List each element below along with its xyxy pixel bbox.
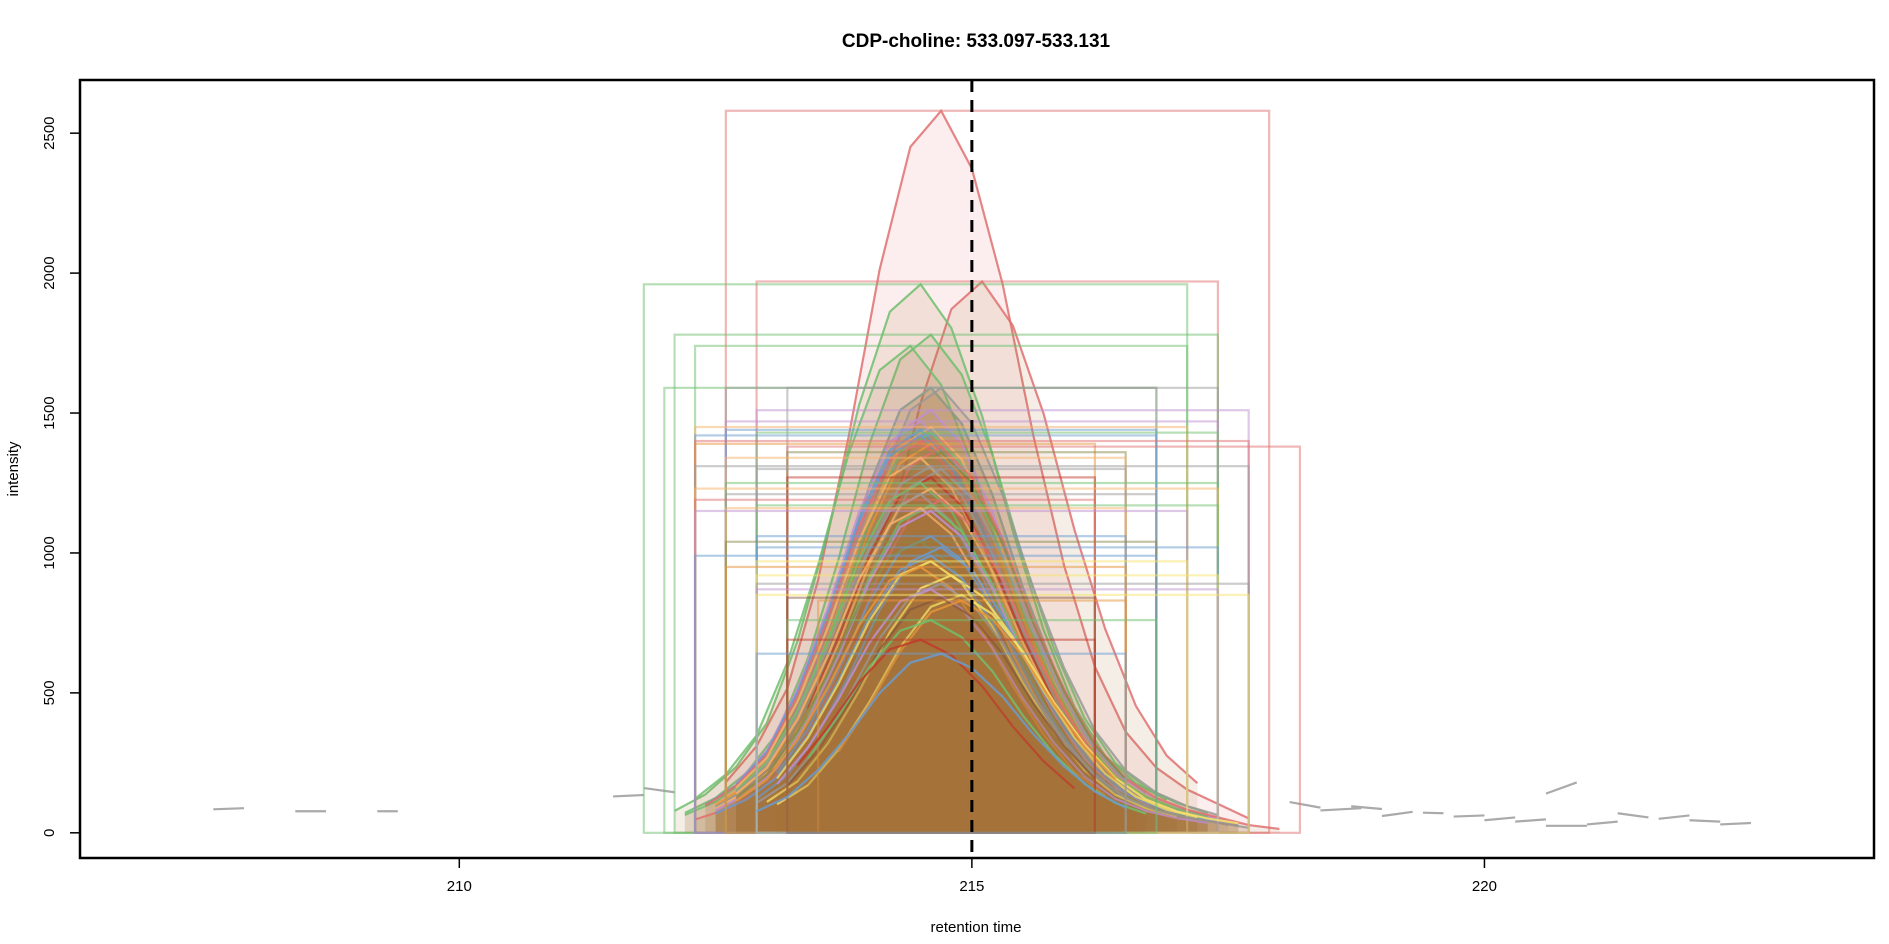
x-tick-label-1: 215 xyxy=(959,878,984,895)
peak-line-40 xyxy=(837,599,1117,781)
peak-line-15 xyxy=(715,442,1086,807)
noise-segment-6 xyxy=(1320,807,1362,812)
peak-fill-5 xyxy=(684,387,1147,833)
noise-segment-17 xyxy=(1658,814,1690,820)
y-tick-label-5: 2500 xyxy=(41,116,58,149)
peak-fill-34 xyxy=(736,566,1106,833)
noise-segment-10 xyxy=(1453,814,1485,818)
peak-fill-43 xyxy=(756,653,1126,833)
peak-fill-33 xyxy=(777,561,1177,833)
y-tick-label-3: 1500 xyxy=(41,396,58,429)
noise-segment-5 xyxy=(1289,800,1321,809)
noise-segment-9 xyxy=(1422,811,1444,815)
noise-segment-4 xyxy=(643,786,675,794)
y-tick-label-1: 500 xyxy=(41,680,58,705)
peak-fill-29 xyxy=(777,536,1116,833)
noise-segment-19 xyxy=(1720,821,1752,826)
noise-segment-8 xyxy=(1381,810,1413,818)
y-axis-label: intensity xyxy=(5,441,22,497)
peak-line-39 xyxy=(786,596,1096,787)
peak-fill-13 xyxy=(705,435,1136,833)
peak-fill-18 xyxy=(736,457,1106,833)
peak-fill-36 xyxy=(756,583,1249,833)
noise-segment-13 xyxy=(1545,781,1578,795)
peak-fill-14 xyxy=(705,441,1229,833)
peak-fill-42 xyxy=(797,639,1075,833)
noise-segment-11 xyxy=(1484,816,1516,822)
x-tick-label-0: 210 xyxy=(447,878,472,895)
peak-fill-22 xyxy=(736,482,1198,833)
chart-title: CDP-choline: 533.097-533.131 xyxy=(842,31,1111,52)
plot-area xyxy=(213,80,1752,858)
peak-line-17 xyxy=(786,450,1127,781)
peak-series-43 xyxy=(755,652,1127,834)
y-tick-label-4: 2000 xyxy=(41,256,58,289)
x-tick-label-2: 220 xyxy=(1472,878,1497,895)
peak-line-42 xyxy=(796,638,1076,790)
noise-segment-16 xyxy=(1617,812,1649,819)
peak-fill-0 xyxy=(725,110,1249,833)
noise-segment-15 xyxy=(1586,820,1618,826)
y-tick-label-0: 0 xyxy=(41,829,58,837)
y-axis: 0 500 1000 1500 2000 2500 xyxy=(41,116,80,837)
peak-line-21 xyxy=(806,476,1086,752)
x-axis: 210 215 220 xyxy=(447,858,1497,895)
noise-segment-7 xyxy=(1351,805,1383,811)
peak-fill-31 xyxy=(756,547,1218,833)
y-tick-label-2: 1000 xyxy=(41,536,58,569)
peak-line-43 xyxy=(756,652,1127,813)
peak-fill-40 xyxy=(838,600,1116,833)
x-axis-label: retention time xyxy=(931,919,1022,936)
peak-fill-38 xyxy=(777,594,1239,833)
noise-segment-18 xyxy=(1689,819,1721,823)
peak-fill-27 xyxy=(736,508,1106,833)
noise-segment-3 xyxy=(613,793,644,798)
peak-line-34 xyxy=(735,565,1106,802)
peak-fill-39 xyxy=(787,597,1095,833)
peak-fill-41 xyxy=(807,620,1147,833)
peak-line-28 xyxy=(715,509,1178,815)
peak-line-37 xyxy=(776,588,1208,825)
noise-segment-12 xyxy=(1515,818,1547,823)
peak-line-12 xyxy=(776,431,1208,818)
peak-fill-30 xyxy=(736,541,1136,833)
noise-segment-0 xyxy=(213,807,245,811)
plot-border xyxy=(78,78,1876,860)
